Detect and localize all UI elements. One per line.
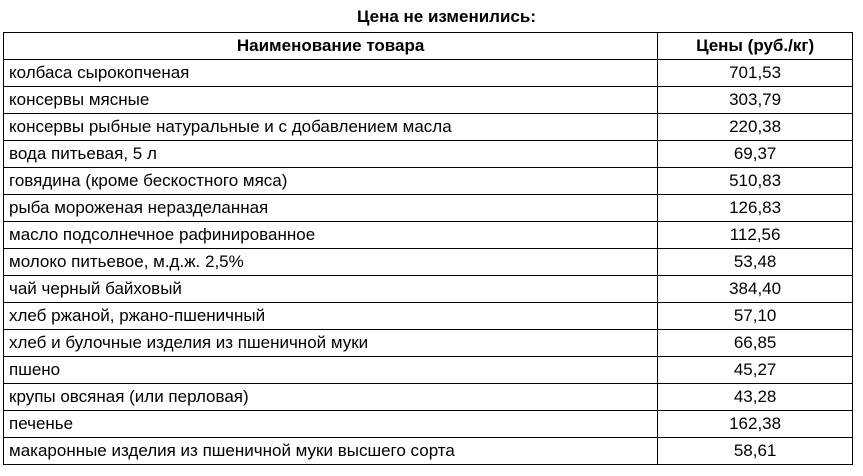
price-cell: 53,48 <box>657 248 853 276</box>
product-name-cell: хлеб и булочные изделия из пшеничной мук… <box>2 329 659 357</box>
product-name-cell: чай черный байховый <box>2 275 659 303</box>
product-name-cell: хлеб ржаной, ржано-пшеничный <box>2 302 659 330</box>
price-table: Наименование товара Цены (руб./кг) колба… <box>2 32 853 465</box>
product-name-cell: пшено <box>2 356 659 384</box>
table-row: крупы овсяная (или перловая) 43,28 <box>2 383 853 411</box>
table-row: хлеб и булочные изделия из пшеничной мук… <box>2 329 853 357</box>
table-title: Цена не изменились: <box>356 7 536 26</box>
table-row: макаронные изделия из пшеничной муки выс… <box>2 437 853 465</box>
price-cell: 126,83 <box>657 194 853 222</box>
product-name-cell: рыба мороженая неразделанная <box>2 194 659 222</box>
price-cell: 58,61 <box>657 437 853 465</box>
table-row: говядина (кроме бескостного мяса) 510,83 <box>2 167 853 195</box>
table-row: чай черный байховый 384,40 <box>2 275 853 303</box>
price-cell: 66,85 <box>657 329 853 357</box>
table-row: консервы рыбные натуральные и с добавлен… <box>2 113 853 141</box>
table-row: печенье 162,38 <box>2 410 853 438</box>
product-name-cell: консервы мясные <box>2 86 659 114</box>
price-cell: 701,53 <box>657 59 853 87</box>
price-cell: 43,28 <box>657 383 853 411</box>
price-cell: 162,38 <box>657 410 853 438</box>
header-row: Наименование товара Цены (руб./кг) <box>2 32 853 60</box>
table-row: масло подсолнечное рафинированное 112,56 <box>2 221 853 249</box>
table-row: молоко питьевое, м.д.ж. 2,5% 53,48 <box>2 248 853 276</box>
product-name-cell: вода питьевая, 5 л <box>2 140 659 168</box>
price-cell: 57,10 <box>657 302 853 330</box>
table-row: рыба мороженая неразделанная 126,83 <box>2 194 853 222</box>
table-body: колбаса сырокопченая 701,53 консервы мясны… <box>2 59 853 465</box>
product-name-cell: крупы овсяная (или перловая) <box>2 383 659 411</box>
price-cell: 384,40 <box>657 275 853 303</box>
product-name-cell: масло подсолнечное рафинированное <box>2 221 659 249</box>
product-name-cell: печенье <box>2 410 659 438</box>
price-cell: 69,37 <box>657 140 853 168</box>
product-name-cell: говядина (кроме бескостного мяса) <box>2 167 659 195</box>
table-row: консервы мясные 303,79 <box>2 86 853 114</box>
price-cell: 112,56 <box>657 221 853 249</box>
product-name-cell: макаронные изделия из пшеничной муки выс… <box>2 437 659 465</box>
header-product-name: Наименование товара <box>2 32 659 60</box>
product-name-cell: консервы рыбные натуральные и с добавлен… <box>2 113 659 141</box>
price-cell: 220,38 <box>657 113 853 141</box>
table-row: вода питьевая, 5 л 69,37 <box>2 140 853 168</box>
header-price: Цены (руб./кг) <box>657 32 853 60</box>
price-cell: 303,79 <box>657 86 853 114</box>
price-cell: 45,27 <box>657 356 853 384</box>
table-row: колбаса сырокопченая 701,53 <box>2 59 853 87</box>
product-name-cell: колбаса сырокопченая <box>2 59 659 87</box>
table-row: хлеб ржаной, ржано-пшеничный 57,10 <box>2 302 853 330</box>
product-name-cell: молоко питьевое, м.д.ж. 2,5% <box>2 248 659 276</box>
table-row: пшено 45,27 <box>2 356 853 384</box>
price-cell: 510,83 <box>657 167 853 195</box>
